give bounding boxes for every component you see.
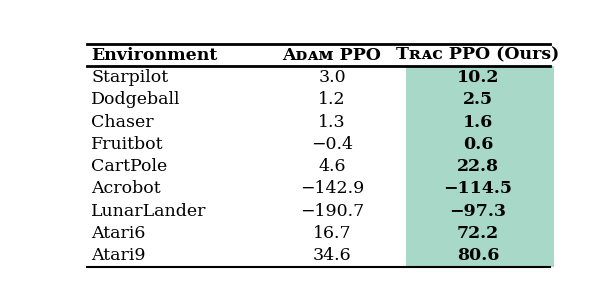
Bar bbox=[406, 66, 554, 267]
Text: 2.5: 2.5 bbox=[463, 91, 493, 108]
Text: 3.0: 3.0 bbox=[318, 69, 346, 86]
Text: −0.4: −0.4 bbox=[311, 136, 353, 153]
Text: CartPole: CartPole bbox=[91, 158, 168, 175]
Text: LunarLander: LunarLander bbox=[91, 203, 207, 220]
Text: 1.2: 1.2 bbox=[318, 91, 346, 108]
Text: −142.9: −142.9 bbox=[300, 180, 364, 197]
Text: 1.3: 1.3 bbox=[318, 114, 346, 131]
Text: −114.5: −114.5 bbox=[444, 180, 513, 197]
Text: 0.6: 0.6 bbox=[463, 136, 493, 153]
Text: Starpilot: Starpilot bbox=[91, 69, 168, 86]
Text: 80.6: 80.6 bbox=[456, 247, 499, 264]
Text: 34.6: 34.6 bbox=[313, 247, 351, 264]
Text: Atari6: Atari6 bbox=[91, 225, 146, 242]
Text: Environment: Environment bbox=[91, 47, 217, 64]
Text: 4.6: 4.6 bbox=[318, 158, 346, 175]
Text: Fruitbot: Fruitbot bbox=[91, 136, 164, 153]
Text: 16.7: 16.7 bbox=[313, 225, 351, 242]
Text: 10.2: 10.2 bbox=[456, 69, 499, 86]
Text: 22.8: 22.8 bbox=[457, 158, 499, 175]
Text: Atari9: Atari9 bbox=[91, 247, 146, 264]
Text: 72.2: 72.2 bbox=[457, 225, 499, 242]
Text: 1.6: 1.6 bbox=[463, 114, 493, 131]
Text: Tʀᴀᴄ PPO (Ours): Tʀᴀᴄ PPO (Ours) bbox=[396, 47, 559, 64]
Text: Dodgeball: Dodgeball bbox=[91, 91, 181, 108]
Text: Acrobot: Acrobot bbox=[91, 180, 161, 197]
Text: −97.3: −97.3 bbox=[449, 203, 506, 220]
Text: Chaser: Chaser bbox=[91, 114, 154, 131]
Text: −190.7: −190.7 bbox=[300, 203, 364, 220]
Text: Aᴅᴀᴍ PPO: Aᴅᴀᴍ PPO bbox=[283, 47, 381, 64]
